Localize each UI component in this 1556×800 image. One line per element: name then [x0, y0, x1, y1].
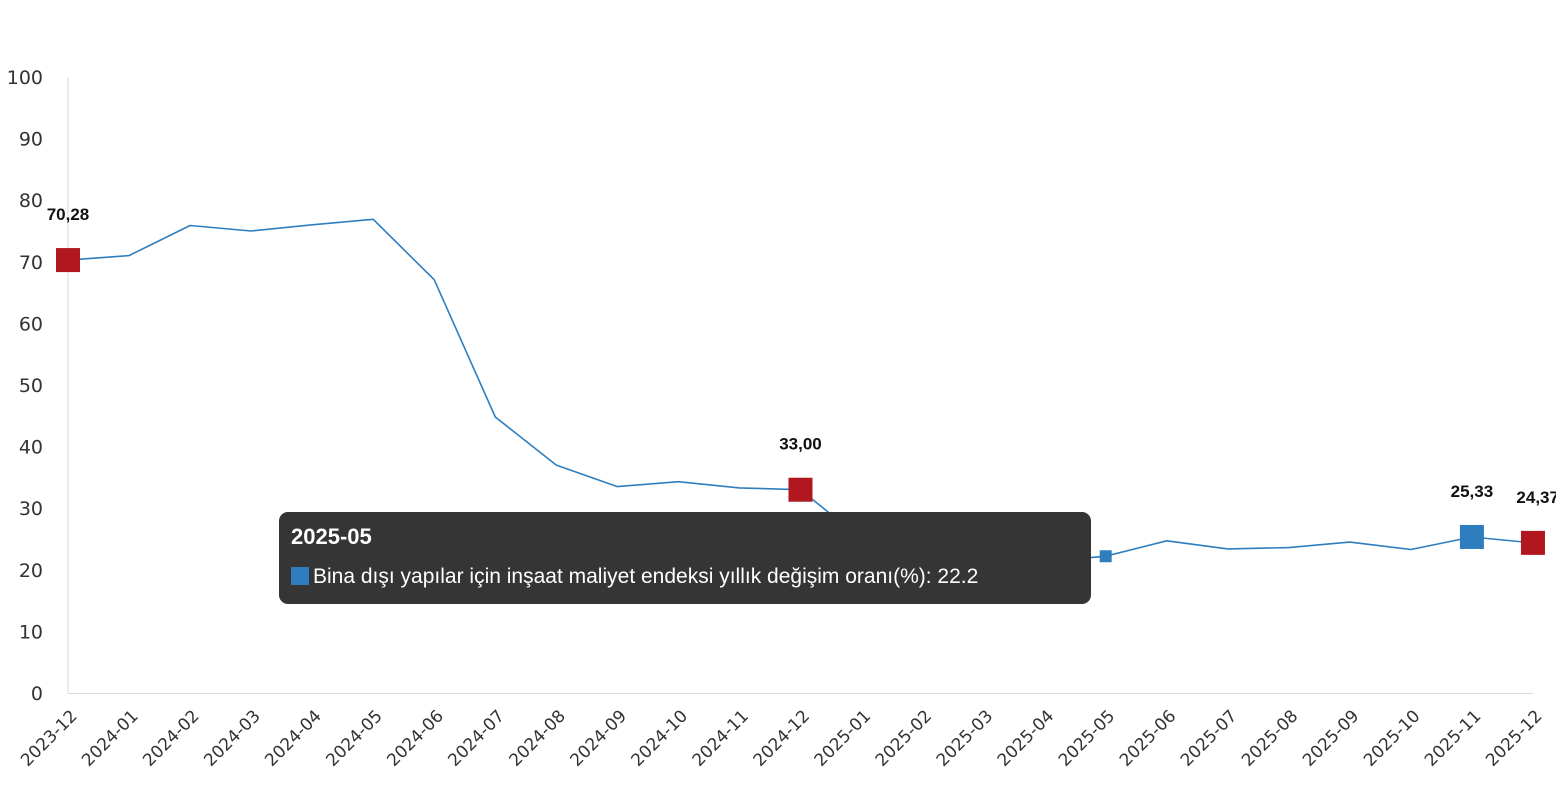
tooltip-series-text: Bina dışı yapılar için inşaat maliyet en…: [313, 565, 979, 588]
y-tick-label: 40: [19, 437, 43, 459]
data-label: 70,28: [47, 205, 90, 224]
x-tick-label: 2024-06: [383, 706, 447, 770]
x-tick-label: 2025-08: [1238, 706, 1302, 770]
data-labels: 70,28 33,00 25,33 24,37: [47, 205, 1556, 507]
x-tick-label: 2024-08: [505, 706, 569, 770]
y-tick-label: 60: [19, 313, 43, 335]
hover-point-marker: [1099, 550, 1112, 563]
x-tick-label: 2025-05: [1055, 706, 1119, 770]
x-tick-label: 2024-01: [78, 706, 142, 770]
x-tick-label: 2025-07: [1177, 706, 1241, 770]
x-tick-label: 2025-09: [1299, 706, 1363, 770]
x-tick-label: 2024-05: [322, 706, 386, 770]
x-tick-label: 2025-06: [1116, 706, 1180, 770]
y-tick-label: 80: [19, 190, 43, 212]
x-tick-label: 2025-03: [933, 706, 997, 770]
x-tick-label: 2025-12: [1482, 706, 1546, 770]
x-tick-label: 2025-02: [872, 706, 936, 770]
x-tick-label: 2023-12: [17, 706, 81, 770]
data-label: 24,37: [1516, 488, 1556, 507]
tooltip-title: 2025-05: [291, 524, 372, 549]
x-tick-label: 2024-09: [567, 706, 631, 770]
x-tick-label: 2025-04: [994, 706, 1058, 770]
x-tick-label: 2024-03: [200, 706, 264, 770]
y-tick-label: 10: [19, 621, 43, 643]
y-tick-label: 0: [31, 683, 43, 705]
highlight-markers: [56, 248, 1545, 555]
y-tick-label: 100: [7, 67, 43, 89]
y-axis-ticks: 0 10 20 30 40 50 60 70 80 90 100: [7, 67, 43, 705]
data-label: 33,00: [779, 435, 822, 454]
x-tick-label: 2025-01: [811, 706, 875, 770]
series-line: [67, 218, 1534, 563]
y-tick-label: 70: [19, 252, 43, 274]
y-tick-label: 30: [19, 498, 43, 520]
x-tick-label: 2024-02: [139, 706, 203, 770]
highlight-marker: [1520, 530, 1545, 555]
x-tick-label: 2024-11: [689, 706, 753, 770]
chart-tooltip: 2025-05 Bina dışı yapılar için inşaat ma…: [279, 512, 1091, 604]
tooltip-series-swatch: [291, 567, 309, 585]
chart-axes: [67, 77, 1533, 694]
highlight-marker: [56, 248, 80, 273]
y-tick-label: 90: [19, 129, 43, 151]
x-tick-label: 2024-12: [750, 706, 814, 770]
series-group: [67, 218, 1534, 563]
y-tick-label: 50: [19, 375, 43, 397]
y-tick-label: 20: [19, 560, 43, 582]
highlight-marker: [1459, 524, 1484, 549]
tooltip-series-row: Bina dışı yapılar için inşaat maliyet en…: [291, 563, 1079, 591]
data-label: 25,33: [1451, 482, 1494, 501]
x-tick-label: 2024-10: [628, 706, 692, 770]
x-tick-label: 2025-11: [1421, 706, 1485, 770]
x-tick-label: 2024-04: [261, 706, 325, 770]
x-tick-label: 2025-10: [1360, 706, 1424, 770]
x-axis-ticks: 2023-122024-012024-022024-032024-042024-…: [17, 706, 1546, 770]
highlight-marker: [788, 477, 813, 502]
x-tick-label: 2024-07: [444, 706, 508, 770]
